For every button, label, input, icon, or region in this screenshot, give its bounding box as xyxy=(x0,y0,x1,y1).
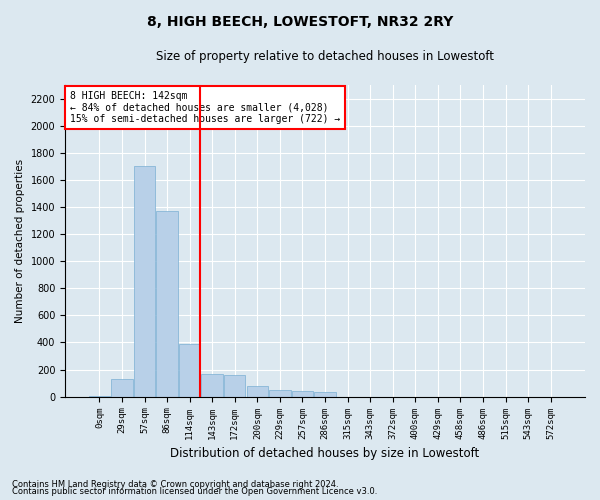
Text: 8, HIGH BEECH, LOWESTOFT, NR32 2RY: 8, HIGH BEECH, LOWESTOFT, NR32 2RY xyxy=(147,15,453,29)
Y-axis label: Number of detached properties: Number of detached properties xyxy=(15,159,25,323)
Text: 8 HIGH BEECH: 142sqm
← 84% of detached houses are smaller (4,028)
15% of semi-de: 8 HIGH BEECH: 142sqm ← 84% of detached h… xyxy=(70,91,340,124)
Text: Contains public sector information licensed under the Open Government Licence v3: Contains public sector information licen… xyxy=(12,487,377,496)
Bar xyxy=(179,344,200,397)
Text: Contains HM Land Registry data © Crown copyright and database right 2024.: Contains HM Land Registry data © Crown c… xyxy=(12,480,338,489)
Bar xyxy=(247,386,268,396)
Bar xyxy=(134,166,155,396)
Title: Size of property relative to detached houses in Lowestoft: Size of property relative to detached ho… xyxy=(156,50,494,63)
Bar xyxy=(111,379,133,396)
Bar xyxy=(292,392,313,396)
Bar xyxy=(314,392,336,396)
Bar xyxy=(157,211,178,396)
Bar xyxy=(202,374,223,396)
Bar xyxy=(269,390,290,396)
X-axis label: Distribution of detached houses by size in Lowestoft: Distribution of detached houses by size … xyxy=(170,447,479,460)
Bar xyxy=(224,375,245,396)
